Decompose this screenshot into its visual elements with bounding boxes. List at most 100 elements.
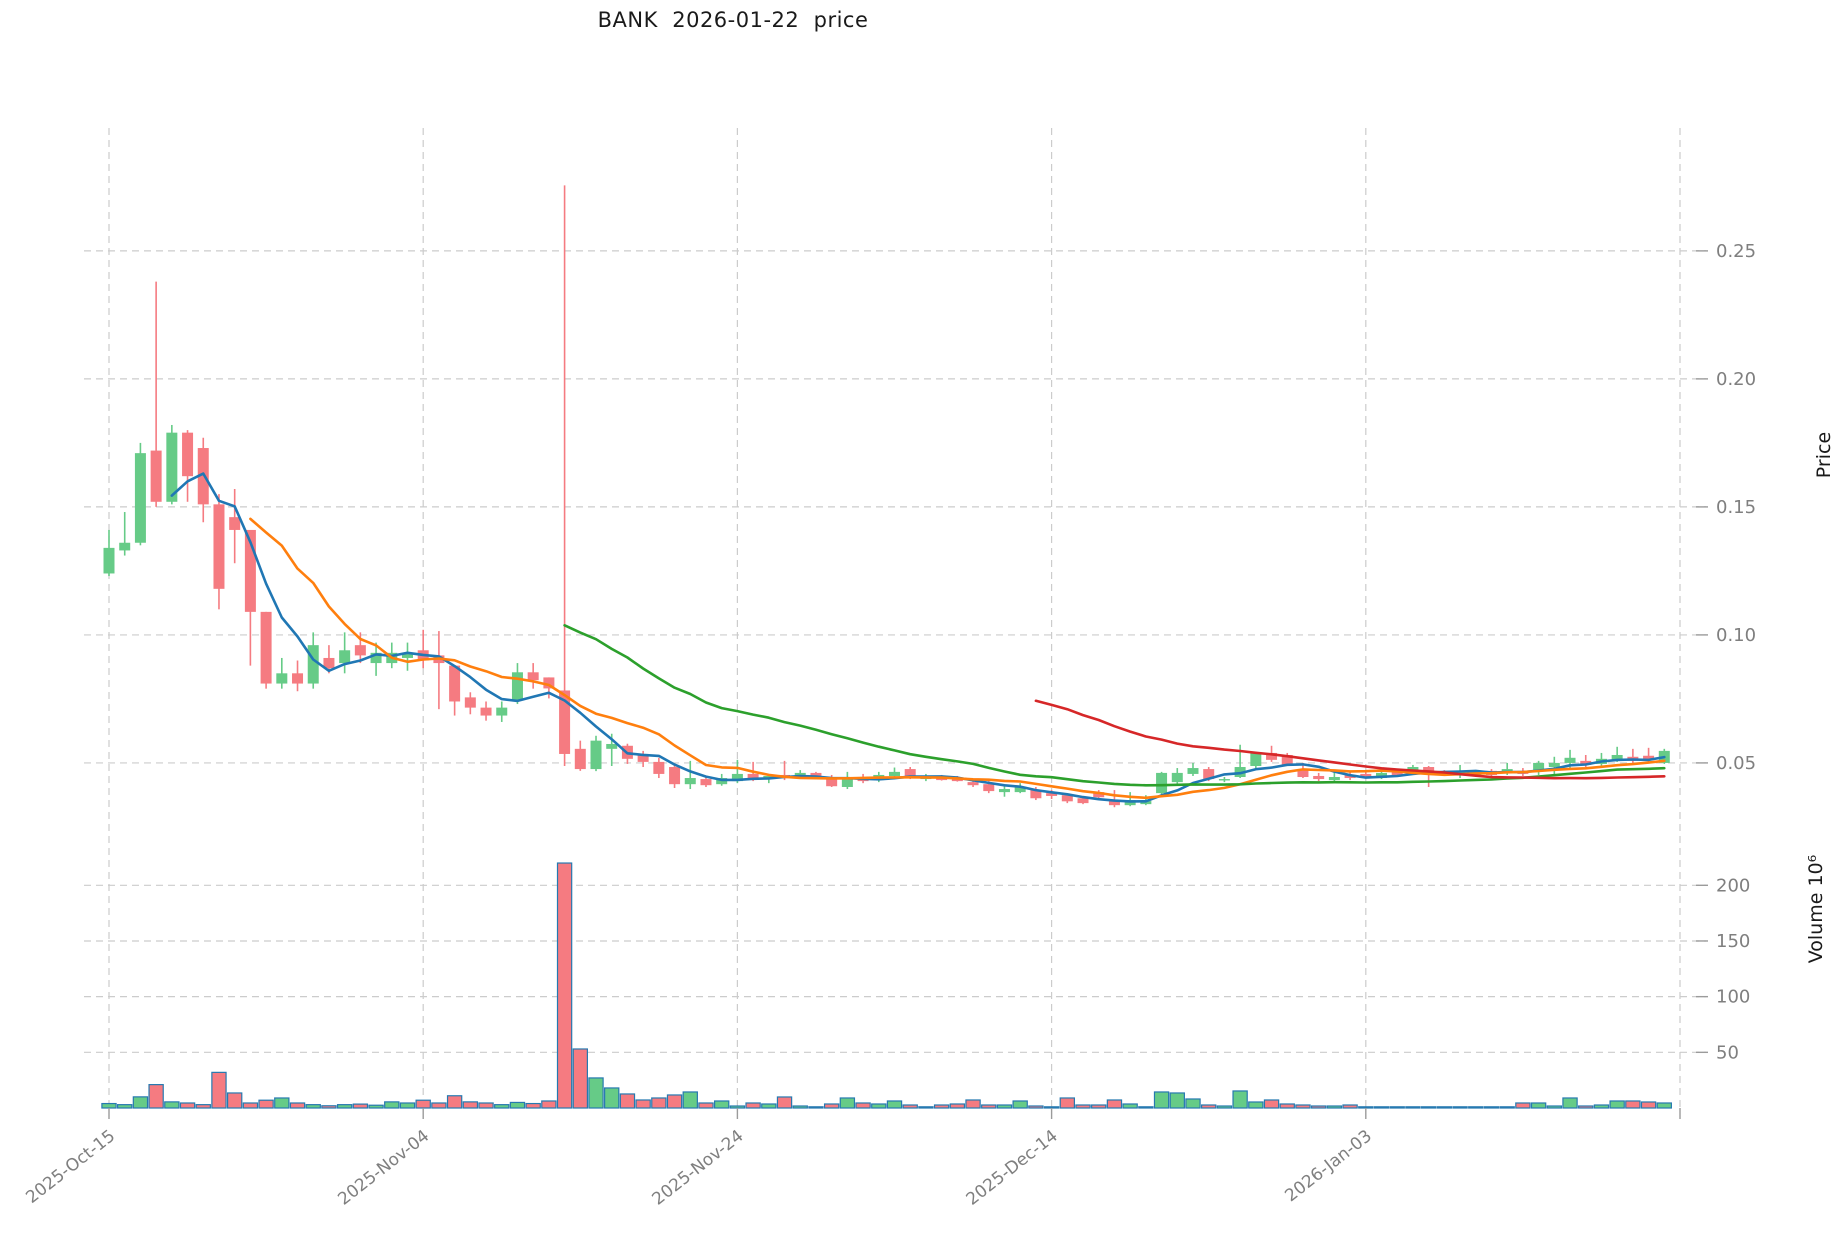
volume-bar (462, 1101, 479, 1109)
sma-5-line (170, 472, 1666, 803)
volume-bar (1216, 1105, 1233, 1109)
candle-body (637, 753, 649, 762)
candle-body (559, 690, 571, 754)
volume-bar (902, 1104, 918, 1109)
candle-body (590, 740, 602, 770)
candle-body (1108, 800, 1120, 806)
volume-bar (1452, 1106, 1468, 1109)
volume-bar (164, 1101, 180, 1109)
volume-bar (996, 1104, 1013, 1109)
volume-bar (1562, 1097, 1578, 1109)
volume-bar (1232, 1090, 1248, 1109)
volume-bar (1546, 1105, 1563, 1109)
volume-bar (745, 1102, 761, 1109)
candle-body (1171, 772, 1183, 783)
candle-body (307, 645, 319, 684)
volume-bar (729, 1105, 746, 1109)
volume-bar (965, 1099, 981, 1109)
volume-tick-label: 200 (1716, 875, 1750, 896)
candle-body (1156, 772, 1168, 794)
candle-body (731, 773, 743, 782)
price-tick-label: 0.10 (1716, 625, 1756, 646)
candle-body (684, 778, 696, 785)
candle-body (292, 673, 304, 684)
volume-bar (666, 1094, 683, 1109)
volume-bar (541, 1100, 557, 1109)
volume-bar (179, 1102, 196, 1109)
candle-body (543, 677, 555, 689)
volume-bar (808, 1106, 824, 1109)
volume-tick-label: 50 (1716, 1042, 1739, 1063)
volume-bar (792, 1105, 808, 1109)
candle-body (747, 773, 759, 780)
volume-bar (384, 1101, 400, 1109)
volume-bar (1185, 1098, 1201, 1109)
volume-bar (713, 1100, 730, 1109)
candle-body (1046, 793, 1058, 796)
volume-bar (1625, 1100, 1641, 1109)
candle-body (119, 542, 131, 551)
sma-10-line (249, 517, 1666, 800)
sma-30-line (563, 623, 1666, 787)
candle-body (574, 748, 586, 770)
candle-body (810, 772, 822, 778)
candle-body (967, 782, 979, 786)
volume-bar (776, 1096, 793, 1109)
volume-bar (1342, 1104, 1358, 1109)
candle-body (1093, 792, 1105, 798)
candle-body (1313, 775, 1325, 780)
candle-body (213, 504, 225, 589)
candle-body (276, 673, 288, 684)
price-tick-label: 0.05 (1716, 753, 1756, 774)
volume-axis-title: Volume 10⁶ (1805, 855, 1827, 964)
candle-body (449, 665, 461, 702)
volume-bar (117, 1104, 133, 1109)
volume-bar (399, 1102, 416, 1109)
candle-body (166, 432, 178, 502)
volume-bar (1106, 1099, 1123, 1109)
candle-body (401, 652, 413, 658)
x-tick-label: 2025-Dec-14 (963, 1126, 1062, 1210)
volume-bar (1028, 1105, 1044, 1109)
volume-bar (1593, 1104, 1610, 1109)
volume-bar (1263, 1099, 1280, 1109)
candle-body (354, 645, 366, 656)
candle-body (182, 432, 194, 477)
candle-body (527, 672, 539, 681)
volume-bar (918, 1106, 934, 1109)
volume-bar (1609, 1100, 1625, 1109)
volume-bar (1530, 1102, 1547, 1109)
volume-bar (886, 1100, 903, 1109)
volume-bar (949, 1103, 966, 1109)
volume-bar (1295, 1104, 1311, 1109)
candle-body (103, 547, 115, 574)
volume-bar (431, 1102, 447, 1109)
volume-bar (242, 1102, 259, 1109)
volume-bar (368, 1104, 384, 1109)
volume-bar (1640, 1101, 1657, 1109)
volume-bar (604, 1087, 620, 1109)
candle-body (1203, 769, 1215, 780)
volume-bar (1499, 1106, 1515, 1109)
volume-bar (494, 1104, 510, 1109)
volume-bar (1169, 1092, 1185, 1109)
candle-body (1140, 801, 1152, 805)
candle-body (229, 517, 241, 530)
volume-bar (101, 1102, 117, 1109)
candle-body (1360, 773, 1372, 778)
volume-bar (839, 1097, 856, 1109)
volume-bar (274, 1097, 290, 1109)
volume-bar (1153, 1091, 1170, 1109)
volume-bar (1310, 1105, 1327, 1109)
volume-bar (1326, 1105, 1343, 1109)
volume-bar (1138, 1106, 1154, 1109)
volume-bar (258, 1099, 274, 1109)
candle-body (1328, 777, 1340, 781)
candle-body (1533, 762, 1545, 771)
volume-bar (509, 1101, 526, 1109)
candle-body (197, 448, 209, 505)
volume-bar (1122, 1103, 1138, 1109)
candle-body (1580, 760, 1592, 765)
candle-body (260, 611, 272, 684)
